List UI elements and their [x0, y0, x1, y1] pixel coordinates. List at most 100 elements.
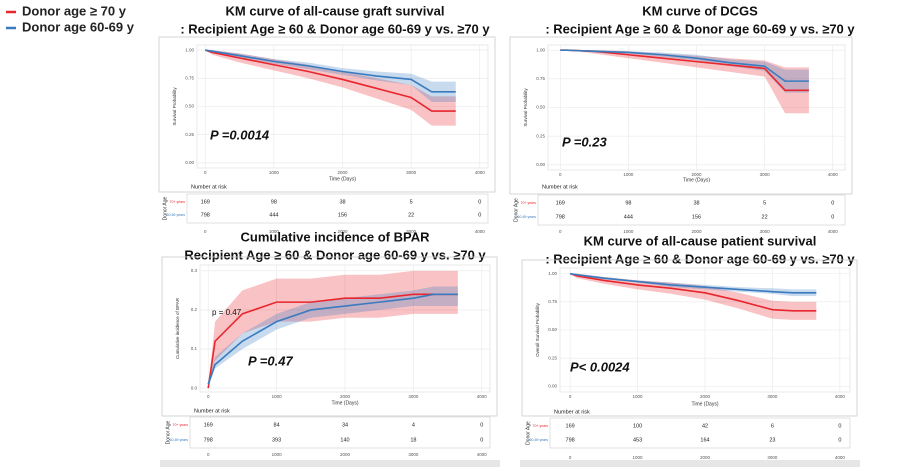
risk-x-tick-label: 4000 — [475, 229, 486, 234]
risk-table-ylabel: Donor Age — [165, 420, 171, 444]
risk-table-box — [186, 193, 489, 224]
risk-x-tick-label: 3000 — [767, 455, 778, 460]
plot-panel — [509, 36, 853, 195]
x-axis-label: Time (Days) — [691, 401, 718, 407]
risk-count: 0 — [831, 214, 834, 220]
risk-count: 393 — [272, 437, 281, 443]
x-tick-label: 2000 — [337, 170, 348, 175]
legend-label: Donor age ≥ 70 y — [22, 3, 127, 18]
risk-x-tick-label: 0 — [559, 229, 562, 234]
chart-title: : Recipient Age ≥ 60 & Donor age 60-69 y… — [545, 21, 855, 36]
x-tick-label: 2000 — [700, 394, 711, 399]
risk-table-title: Number at risk — [554, 409, 590, 415]
risk-table-title: Number at risk — [191, 184, 227, 190]
x-tick-label: 0 — [559, 172, 562, 177]
confidence-band — [205, 50, 456, 126]
risk-count: 156 — [692, 214, 701, 220]
risk-count: 22 — [408, 212, 414, 218]
y-tick-label: 0.50 — [536, 105, 545, 110]
risk-x-tick-label: 1000 — [269, 229, 280, 234]
x-tick-label: 0 — [569, 394, 572, 399]
risk-row-label: 60-69 years — [167, 213, 186, 217]
risk-row-label: 70+ years — [173, 423, 189, 427]
risk-count: 169 — [201, 199, 210, 205]
risk-x-tick-label: 4000 — [477, 452, 488, 457]
y-tick-label: 0.00 — [536, 162, 545, 167]
risk-count: 38 — [339, 199, 345, 205]
risk-table-ylabel: Donor Age — [162, 196, 168, 220]
risk-count: 84 — [274, 422, 280, 428]
risk-row-label: 70+ years — [170, 200, 186, 204]
y-tick-label: 0.2 — [191, 307, 198, 312]
risk-table-box — [549, 417, 851, 449]
y-tick-label: 0.50 — [548, 327, 557, 332]
x-tick-label: 3000 — [408, 394, 419, 399]
y-tick-label: 0.3 — [191, 268, 198, 273]
y-tick-label: 0.75 — [536, 76, 545, 81]
y-tick-label: 0.50 — [185, 104, 194, 109]
risk-count: 444 — [624, 214, 633, 220]
risk-x-tick-label: 1000 — [633, 455, 644, 460]
risk-x-tick-label: 4000 — [835, 455, 846, 460]
survival-line — [207, 293, 458, 385]
risk-count: 798 — [566, 437, 575, 443]
x-tick-label: 1000 — [633, 394, 644, 399]
chart-title: KM curve of DCGS — [642, 3, 758, 18]
risk-count: 0 — [838, 437, 841, 443]
risk-row-label: 60-69 years — [518, 215, 537, 219]
risk-table-ylabel: Donor Age — [513, 198, 519, 222]
chart-title: KM curve of all-cause graft survival — [226, 3, 445, 18]
risk-count: 0 — [831, 200, 834, 206]
risk-x-tick-label: 0 — [207, 452, 210, 457]
x-tick-label: 4000 — [828, 172, 839, 177]
y-tick-label: 0.25 — [548, 355, 557, 360]
y-axis-label: Survival Probability — [172, 87, 177, 126]
survival-line — [204, 49, 456, 112]
risk-count: 4 — [412, 422, 415, 428]
risk-count: 42 — [702, 423, 708, 429]
risk-row-label: 70+ years — [521, 201, 537, 205]
y-tick-label: 0.00 — [548, 384, 557, 389]
x-axis-label: Time (Days) — [331, 400, 358, 406]
risk-count: 23 — [769, 437, 775, 443]
x-tick-label: 1000 — [272, 394, 283, 399]
x-tick-label: 0 — [207, 394, 210, 399]
risk-x-tick-label: 3000 — [406, 229, 417, 234]
risk-count: 169 — [566, 423, 575, 429]
p-value-annotation: p = 0.47 — [212, 308, 242, 317]
plot-panel — [158, 36, 496, 193]
x-tick-label: 3000 — [406, 170, 417, 175]
risk-count: 0 — [838, 423, 841, 429]
risk-x-tick-label: 3000 — [760, 229, 771, 234]
y-tick-label: 0.00 — [185, 160, 194, 165]
x-tick-label: 0 — [204, 170, 207, 175]
risk-count: 156 — [338, 212, 347, 218]
risk-count: 22 — [762, 214, 768, 220]
y-axis-label: Survival Probability — [523, 88, 528, 127]
x-tick-label: 2000 — [340, 394, 351, 399]
risk-x-tick-label: 0 — [569, 455, 572, 460]
risk-count: 140 — [340, 437, 349, 443]
y-tick-label: 0.75 — [548, 299, 557, 304]
risk-count: 0 — [478, 212, 481, 218]
chart-title: Recipient Age ≥ 60 & Donor age 60-69 y v… — [184, 247, 486, 262]
risk-count: 98 — [625, 200, 631, 206]
risk-count: 169 — [556, 200, 565, 206]
y-axis-label: Cumulative incidence of BPAR — [175, 297, 180, 359]
risk-x-tick-label: 1000 — [623, 229, 634, 234]
chart-title: KM curve of all-cause patient survival — [584, 233, 817, 248]
risk-x-tick-label: 0 — [204, 229, 207, 234]
confidence-band — [560, 50, 809, 93]
risk-table-box — [189, 416, 491, 449]
footer-bar — [520, 460, 860, 467]
y-tick-label: 0.1 — [191, 346, 198, 351]
footer-bar — [160, 460, 500, 467]
x-tick-label: 4000 — [477, 394, 488, 399]
legend-label: Donor age 60-69 y — [22, 19, 135, 34]
risk-count: 798 — [201, 212, 210, 218]
y-tick-label: 0.75 — [185, 75, 194, 80]
chart-title: Cumulative incidence of BPAR — [240, 229, 430, 244]
y-tick-label: 0.25 — [536, 133, 545, 138]
